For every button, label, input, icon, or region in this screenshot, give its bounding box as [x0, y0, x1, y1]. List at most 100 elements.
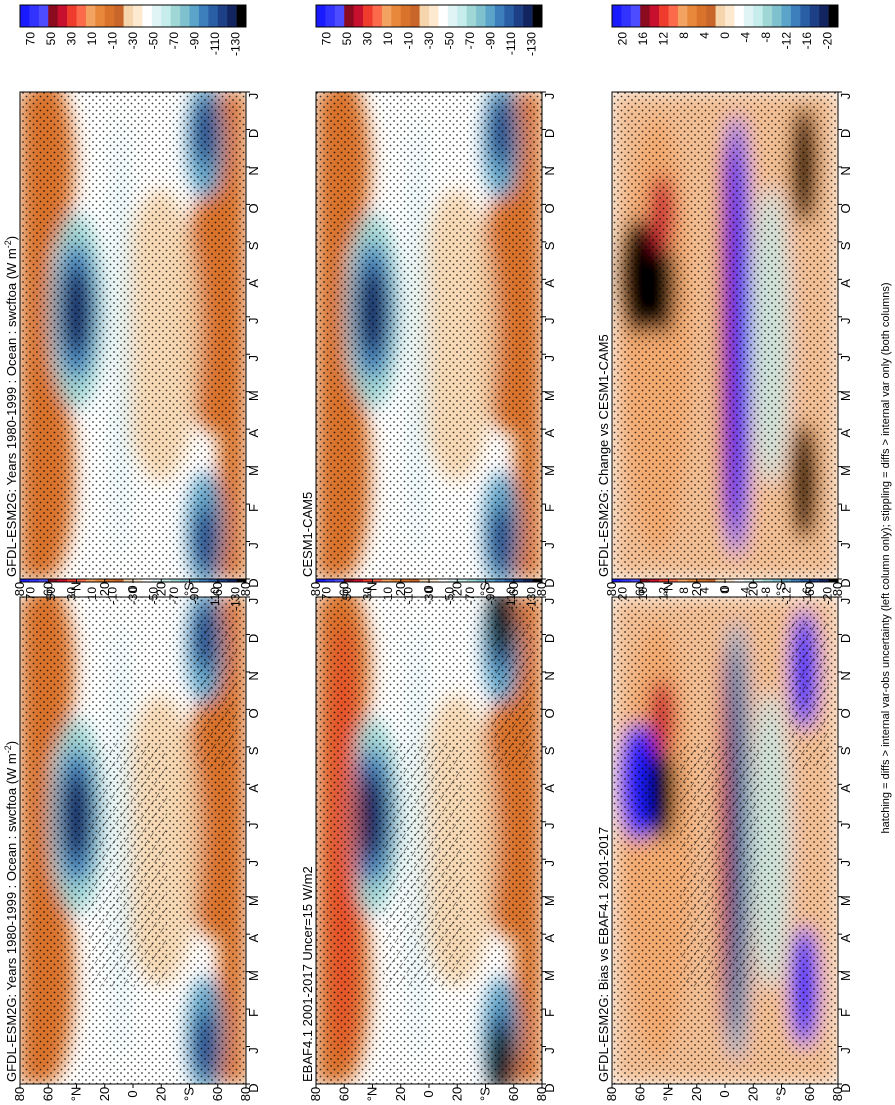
colorbar-swatch — [95, 5, 106, 27]
colorbar-swatch — [170, 5, 181, 27]
month-tick-label: N — [838, 166, 853, 175]
month-tick-label: J — [542, 823, 557, 830]
lat-tick-label: 60 — [506, 582, 521, 596]
colorbar-label: 0 — [718, 32, 732, 39]
month-tick-label: A — [246, 428, 261, 437]
month-tick-label: A — [838, 279, 853, 288]
colorbar-label: -16 — [800, 587, 814, 605]
lat-tick-label: 60 — [632, 582, 647, 596]
colorbar-swatch — [217, 5, 228, 27]
colorbar-swatch — [687, 5, 698, 27]
colorbar-swatch — [612, 5, 622, 27]
lat-tick-label: 20 — [449, 1087, 464, 1101]
colorbar-label: 50 — [44, 32, 58, 46]
colorbar-label: 20 — [615, 32, 629, 46]
month-tick-label: J — [838, 1047, 853, 1054]
lat-tick-label: 20 — [153, 1087, 168, 1101]
month-tick-label: D — [542, 1083, 557, 1092]
colorbar-label: 50 — [44, 587, 58, 601]
colorbar-label: -8 — [759, 32, 773, 43]
colorbar-swatch — [142, 5, 153, 27]
month-tick-label: J — [838, 598, 853, 605]
month-tick-label: J — [542, 860, 557, 867]
lat-tick-label: 60 — [210, 1087, 225, 1101]
month-tick-label: M — [246, 895, 261, 906]
colorbar-label: -70 — [167, 587, 181, 605]
heatmap-field — [20, 597, 246, 1084]
colorbar-label: -12 — [780, 32, 794, 50]
month-tick-label: M — [246, 970, 261, 981]
colorbar-label: 8 — [677, 587, 691, 594]
colorbar-label: -10 — [401, 32, 415, 50]
month-tick-label: M — [246, 465, 261, 476]
colorbar-label: -110 — [504, 32, 518, 55]
colorbar-swatch — [762, 5, 773, 27]
month-tick-label: J — [542, 318, 557, 325]
colorbar-swatch — [334, 5, 345, 27]
month-tick-label: N — [542, 166, 557, 175]
month-tick-label: A — [246, 933, 261, 942]
heatmap-field — [316, 597, 542, 1084]
colorbar-label: 10 — [381, 32, 395, 46]
colorbar-swatch — [494, 5, 505, 27]
month-tick-label: D — [838, 1083, 853, 1092]
lat-tick-label: 0 — [717, 585, 732, 592]
colorbar-swatch — [659, 5, 669, 27]
colorbar-label: -10 — [105, 32, 119, 50]
colorbar-swatch — [630, 5, 641, 27]
colorbar-label: 8 — [677, 32, 691, 39]
lat-tick-label: 20 — [393, 582, 408, 596]
colorbar-swatch — [621, 5, 632, 27]
lat-tick-label: °N — [365, 1087, 380, 1102]
lat-tick-label: °S — [182, 582, 197, 596]
lat-tick-label: 20 — [745, 1087, 760, 1101]
colorbar-swatch — [476, 5, 486, 27]
colorbar-label: -70 — [463, 32, 477, 50]
panel-2: D J F M A M J J A S O N D J 80 60 °N 20 0 20 °S 60 80 EBAF4.1 2… — [300, 559, 557, 1102]
colorbar-swatch — [372, 5, 383, 27]
colorbar-label: -70 — [167, 32, 181, 50]
colorbar-swatch — [189, 5, 200, 27]
month-tick-label: J — [838, 318, 853, 325]
month-tick-label: N — [246, 671, 261, 680]
lat-tick-label: 80 — [604, 1087, 619, 1101]
colorbar-swatch — [429, 5, 439, 27]
colorbar-label: -4 — [739, 32, 753, 43]
colorbar-swatch — [353, 5, 364, 27]
colorbar-swatch — [316, 5, 326, 27]
colorbar-swatch — [800, 5, 811, 27]
colorbar-label: -50 — [443, 32, 457, 50]
colorbar-swatch — [715, 5, 726, 27]
panel-title: GFDL-ESM2G: Years 1980-1999 : Ocean : sw… — [3, 741, 19, 1082]
lat-tick-label: 80 — [238, 1087, 253, 1101]
lat-tick-label: 20 — [153, 582, 168, 596]
panel-title: GFDL-ESM2G: Bias vs EBAF4.1 2001-2017 — [596, 827, 611, 1082]
month-tick-label: M — [542, 895, 557, 906]
month-tick-label: M — [542, 970, 557, 981]
colorbar-swatch — [781, 5, 792, 27]
panel-title: EBAF4.1 2001-2017 Uncer=15 W/m2 — [300, 866, 315, 1082]
month-tick-label: D — [542, 634, 557, 643]
month-tick-label: N — [246, 166, 261, 175]
month-tick-label: M — [542, 465, 557, 476]
colorbar-label: 50 — [340, 32, 354, 46]
lat-tick-label: 20 — [97, 1087, 112, 1101]
colorbar-swatch — [48, 5, 58, 27]
lat-tick-label: 20 — [97, 582, 112, 596]
colorbar-swatch — [772, 5, 782, 27]
month-tick-label: J — [838, 860, 853, 867]
colorbar-label: 70 — [23, 32, 37, 46]
colorbar-swatch — [85, 5, 96, 27]
month-tick-label: S — [838, 746, 853, 755]
colorbar-swatch — [400, 5, 411, 27]
month-tick-label: F — [542, 1009, 557, 1017]
lat-tick-label: 60 — [40, 582, 55, 596]
colorbar-swatch — [38, 5, 49, 27]
lat-tick-label: 80 — [830, 582, 845, 596]
lat-tick-label: °S — [774, 582, 789, 596]
colorbar-swatch — [513, 5, 524, 27]
month-tick-label: D — [246, 129, 261, 138]
month-tick-label: M — [838, 895, 853, 906]
month-tick-label: S — [246, 241, 261, 250]
colorbar-swatch — [523, 5, 533, 27]
